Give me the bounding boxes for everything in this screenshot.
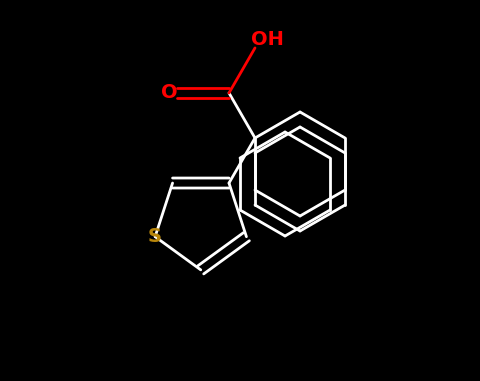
Text: O: O (161, 83, 177, 102)
Text: OH: OH (251, 30, 283, 50)
Text: S: S (148, 227, 162, 246)
